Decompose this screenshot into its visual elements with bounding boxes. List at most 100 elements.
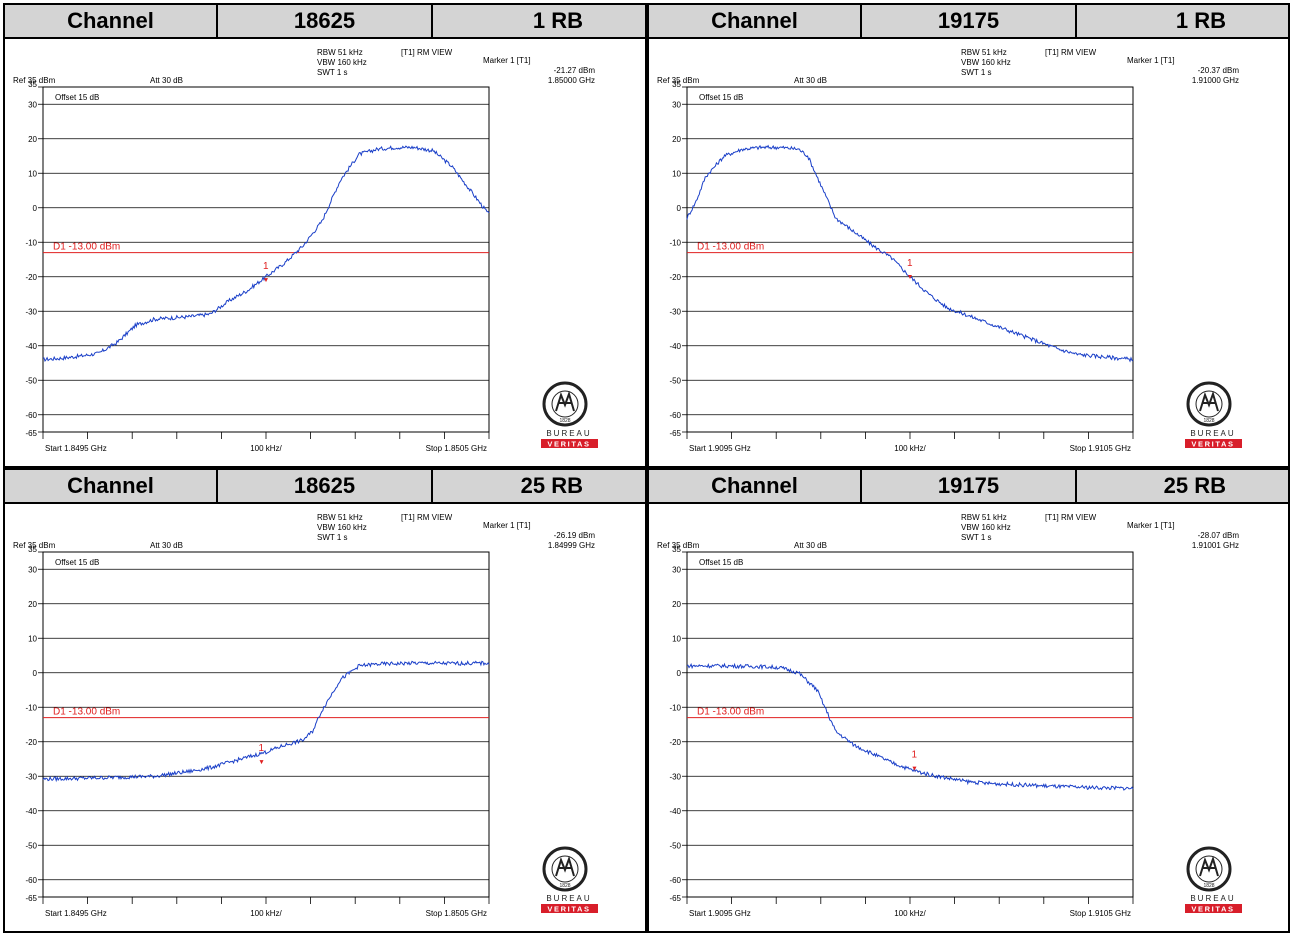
logo-text-veritas: VERITAS	[1191, 905, 1234, 914]
results-grid: Channel 18625 1 RB RBW 51 kHz VBW 160 kHz…	[3, 3, 1290, 933]
y-tick-label: -65	[669, 894, 681, 903]
y-tick-label: -10	[25, 703, 37, 712]
y-tick-label: 20	[28, 135, 37, 144]
marker-freq: 1.91000 GHz	[1192, 76, 1239, 85]
y-tick-label: -40	[669, 342, 681, 351]
vbw-label: VBW 160 kHz	[961, 58, 1011, 67]
offset-label: Offset 15 dB	[699, 558, 743, 567]
logo-text-bureau: BUREAU	[1190, 429, 1235, 438]
logo-year: 1828	[1203, 418, 1214, 424]
rbw-label: RBW 51 kHz	[961, 48, 1007, 57]
y-tick-label: -10	[669, 703, 681, 712]
logo-text-veritas: VERITAS	[547, 905, 590, 914]
header-label: Channel	[649, 5, 862, 37]
marker-number: 1	[263, 261, 269, 272]
y-tick-label: 10	[672, 169, 681, 178]
header-label: Channel	[649, 470, 862, 502]
logo-emblem	[555, 390, 575, 412]
trace-line	[42, 660, 490, 783]
span-per-div: 100 kHz/	[894, 909, 926, 918]
view-label: [T1] RM VIEW	[1045, 513, 1097, 522]
span-per-div: 100 kHz/	[250, 909, 282, 918]
y-tick-label: 0	[677, 204, 682, 213]
ref-level: Ref 35 dBm	[13, 541, 56, 550]
panel-19175-1rb: Channel 19175 1 RB RBW 51 kHz VBW 160 kHz…	[647, 3, 1290, 468]
y-tick-label: 20	[28, 600, 37, 609]
y-tick-label: -10	[25, 238, 37, 247]
ref-level: Ref 35 dBm	[657, 541, 700, 550]
y-tick-label: 35	[28, 545, 37, 554]
header-label: Channel	[5, 5, 218, 37]
header-rb: 25 RB	[520, 473, 583, 498]
bureau-veritas-logo: 1828 BUREAU VERITAS	[541, 846, 598, 914]
y-tick-label: -40	[25, 342, 37, 351]
attenuation: Att 30 dB	[150, 541, 183, 550]
marker-title: Marker 1 [T1]	[483, 56, 531, 65]
marker-freq: 1.91001 GHz	[1192, 541, 1239, 550]
stop-freq: Stop 1.9105 GHz	[1070, 909, 1131, 918]
logo-red-band	[541, 904, 598, 913]
view-label: [T1] RM VIEW	[401, 48, 453, 57]
header-channel: 18625	[218, 5, 433, 37]
marker-point	[259, 760, 264, 765]
y-tick-label: -50	[669, 841, 681, 850]
y-tick-label: 0	[33, 669, 38, 678]
y-tick-label: -30	[25, 307, 37, 316]
y-tick-label: 35	[672, 545, 681, 554]
view-label: [T1] RM VIEW	[401, 513, 453, 522]
header-channel: 19175	[862, 5, 1077, 37]
limit-label: D1 -13.00 dBm	[697, 242, 764, 253]
header-label: Channel	[5, 470, 218, 502]
panel-header: Channel 19175 25 RB	[649, 470, 1288, 504]
attenuation: Att 30 dB	[794, 541, 827, 550]
y-tick-label: -20	[25, 273, 37, 282]
vbw-label: VBW 160 kHz	[317, 58, 367, 67]
marker-point	[908, 275, 912, 280]
y-tick-label: -20	[669, 738, 681, 747]
logo-red-band	[1185, 439, 1242, 448]
marker-level: -21.27 dBm	[554, 66, 596, 75]
y-tick-label: -20	[25, 738, 37, 747]
header-channel: 19175	[862, 470, 1077, 502]
logo-text-bureau: BUREAU	[546, 894, 591, 903]
start-freq: Start 1.8495 GHz	[45, 444, 107, 453]
rbw-label: RBW 51 kHz	[961, 513, 1007, 522]
y-tick-label: -50	[25, 376, 37, 385]
marker-number: 1	[259, 743, 265, 754]
offset-label: Offset 15 dB	[55, 93, 99, 102]
y-tick-label: -30	[25, 772, 37, 781]
y-tick-label: -20	[669, 273, 681, 282]
y-tick-label: 30	[672, 100, 681, 109]
panel-header: Channel 19175 1 RB	[649, 5, 1288, 39]
panel-19175-25rb: Channel 19175 25 RB RBW 51 kHz VBW 160 kH…	[647, 468, 1290, 933]
attenuation: Att 30 dB	[794, 76, 827, 85]
logo-red-band	[541, 439, 598, 448]
view-label: [T1] RM VIEW	[1045, 48, 1097, 57]
logo-text-bureau: BUREAU	[1190, 894, 1235, 903]
marker-point	[912, 766, 917, 771]
swt-label: SWT 1 s	[317, 68, 348, 77]
vbw-label: VBW 160 kHz	[961, 523, 1011, 532]
y-tick-label: -10	[669, 238, 681, 247]
y-tick-label: -40	[669, 807, 681, 816]
bureau-veritas-logo: 1828 BUREAU VERITAS	[541, 381, 598, 449]
y-tick-label: 30	[672, 565, 681, 574]
y-tick-label: -30	[669, 307, 681, 316]
bureau-veritas-logo: 1828 BUREAU VERITAS	[1185, 381, 1242, 449]
start-freq: Start 1.9095 GHz	[689, 909, 751, 918]
y-tick-label: -30	[669, 772, 681, 781]
y-tick-label: 20	[672, 135, 681, 144]
marker-title: Marker 1 [T1]	[1127, 56, 1175, 65]
y-tick-label: 10	[672, 634, 681, 643]
ref-level: Ref 35 dBm	[657, 76, 700, 85]
marker-number: 1	[907, 258, 913, 269]
offset-label: Offset 15 dB	[699, 93, 743, 102]
logo-text-veritas: VERITAS	[1191, 440, 1234, 449]
marker-level: -26.19 dBm	[554, 531, 596, 540]
y-tick-label: 35	[672, 80, 681, 89]
panel-18625-25rb: Channel 18625 25 RB RBW 51 kHz VBW 160 kH…	[3, 468, 647, 933]
span-per-div: 100 kHz/	[894, 444, 926, 453]
offset-label: Offset 15 dB	[55, 558, 99, 567]
